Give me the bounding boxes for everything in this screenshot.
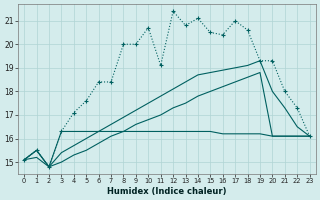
X-axis label: Humidex (Indice chaleur): Humidex (Indice chaleur) [107, 187, 227, 196]
